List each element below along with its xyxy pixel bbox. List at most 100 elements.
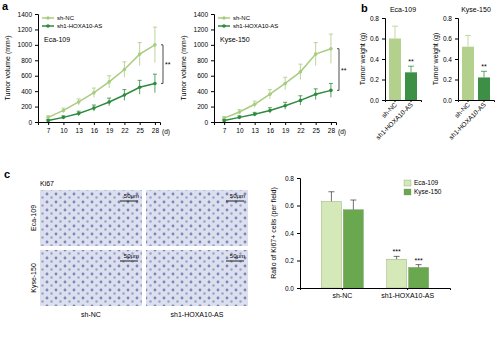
micrograph	[146, 190, 248, 246]
y-tick-mark	[297, 288, 300, 289]
error-bar	[237, 110, 241, 115]
error-bar	[298, 64, 302, 79]
x-tick-mark	[63, 122, 64, 125]
y-tick-label: 0.0	[370, 97, 379, 104]
x-tick-mark	[407, 288, 408, 290]
error-bar	[329, 34, 333, 63]
y-axis-title: Tumor weight (g)	[432, 33, 440, 86]
y-tick-mark	[382, 80, 385, 81]
y-tick: 200	[21, 103, 38, 110]
y-tick-mark	[211, 45, 214, 46]
y-tick-label: 600	[197, 72, 208, 79]
bar	[321, 201, 341, 288]
annotation: ***	[393, 248, 401, 255]
x-tick-mark	[140, 122, 141, 125]
x-tick: sh1-HOXA10-AS	[447, 100, 487, 141]
y-tick-mark	[35, 122, 38, 123]
x-tick-mark	[484, 100, 485, 102]
y-tick-mark	[211, 29, 214, 30]
y-tick-label: 0.6	[443, 35, 452, 42]
scale-bar-label: 50μm	[124, 193, 139, 199]
chart-title: Kyse-150	[220, 36, 250, 44]
marker	[92, 106, 96, 110]
marker	[46, 116, 50, 120]
y-tick-mark	[211, 122, 214, 123]
x-tick-mark	[239, 122, 240, 125]
significance-bracket	[337, 49, 339, 91]
y-tick-label: 0.0	[443, 97, 452, 104]
legend: sh-NC sh1-HOXA10-AS	[42, 15, 102, 29]
x-axis: sh-NCsh1-HOXA10-AS	[301, 288, 451, 299]
legend-item: Eca-109	[404, 179, 439, 186]
error-bar	[77, 99, 81, 105]
error-bar	[153, 74, 157, 93]
y-tick: 0.6	[443, 35, 458, 42]
y-tick-mark	[211, 60, 214, 61]
legend-label: sh-NC	[57, 15, 75, 21]
y-tick: 600	[21, 72, 38, 79]
x-tick: 25	[137, 122, 145, 134]
bar	[462, 47, 474, 100]
chart-title: Eca-109	[44, 36, 70, 43]
y-tick-label: 0.6	[285, 202, 294, 209]
legend-label: Kyse-150	[414, 188, 442, 196]
error-bar	[92, 105, 96, 111]
y-tick-label: 0.2	[285, 257, 294, 264]
chart-title: Kyse-150	[461, 6, 491, 14]
x-tick-mark	[79, 122, 80, 125]
column-label: sh1-HOXA10-AS	[171, 311, 224, 318]
x-tick: 10	[236, 122, 244, 134]
legend-label: sh1-HOXA10-AS	[233, 23, 278, 29]
x-axis-line	[39, 123, 161, 126]
marker	[107, 100, 111, 104]
y-tick: 1400	[194, 11, 214, 18]
x-tick-label: 10	[236, 127, 244, 134]
x-tick-label: 13	[252, 127, 260, 134]
marker	[77, 112, 81, 116]
y-axis: 0.0 0.2 0.4 0.6 0.8	[443, 15, 459, 104]
y-tick-mark	[35, 91, 38, 92]
x-tick-label: 16	[91, 127, 99, 134]
x-tick-mark	[94, 122, 95, 125]
error-bar	[122, 62, 126, 77]
scale-bar-label: 50μm	[230, 253, 245, 259]
error-bar	[92, 88, 96, 97]
legend-label: sh-NC	[233, 15, 251, 21]
marker	[107, 80, 111, 84]
error-bar	[138, 80, 142, 94]
x-axis-line	[215, 123, 337, 126]
y-tick-mark	[35, 45, 38, 46]
y-tick: 0.8	[443, 15, 458, 22]
x-axis-line	[301, 289, 451, 291]
marker	[314, 52, 318, 56]
legend-label: Eca-109	[414, 179, 439, 186]
y-tick: 0.2	[443, 76, 458, 83]
y-tick-label: 0.4	[443, 56, 452, 63]
x-tick-mark	[255, 122, 256, 125]
y-tick-mark	[35, 107, 38, 108]
y-tick-mark	[382, 59, 385, 60]
x-tick-label: 13	[76, 127, 84, 134]
y-tick-label: 0.0	[285, 285, 294, 292]
y-tick-label: 0	[28, 119, 32, 126]
x-tick: 7	[47, 122, 51, 134]
marker	[153, 43, 157, 47]
annotation: **	[341, 67, 347, 74]
y-tick: 0.2	[370, 76, 385, 83]
legend-label: sh1-HOXA10-AS	[57, 23, 102, 29]
marker	[138, 85, 142, 89]
micrograph-panel: cKi67Eca-10950μm50μmKyse-15050μm50μmsh-N…	[4, 168, 248, 318]
error-bar	[237, 116, 241, 119]
error-bar	[408, 66, 414, 72]
x-tick-label: 28	[328, 127, 336, 134]
legend-item: Kyse-150	[404, 188, 442, 196]
annotation: **	[165, 61, 171, 68]
series-line	[48, 83, 155, 120]
x-tick-mark	[468, 100, 469, 102]
bar	[343, 210, 363, 288]
y-tick-label: 200	[197, 103, 208, 110]
y-tick-mark	[297, 178, 300, 179]
error-bar	[253, 101, 257, 107]
y-tick-label: 800	[197, 57, 208, 64]
y-tick: 800	[197, 57, 214, 64]
